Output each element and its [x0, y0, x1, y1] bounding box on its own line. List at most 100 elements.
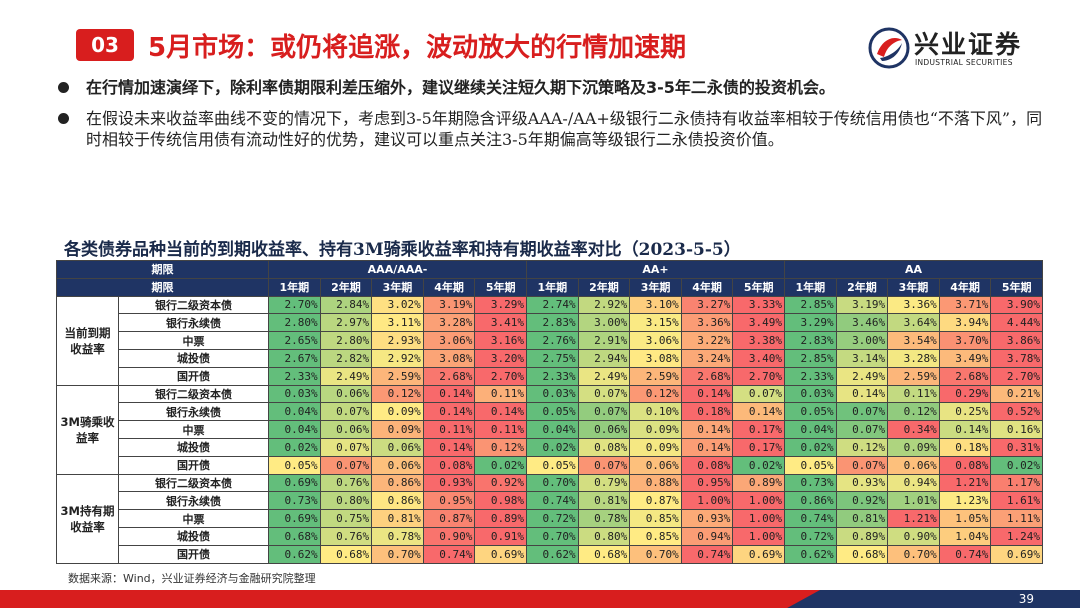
bond-type-label: 国开债 [118, 366, 269, 386]
table-title: 各类债券品种当前的到期收益率、持有3M骑乘收益率和持有期收益率对比（2023-5… [64, 240, 741, 260]
yield-cell: 0.08% [422, 455, 476, 475]
yield-cell: 2.85% [784, 295, 837, 315]
yield-cell: 2.80% [268, 313, 321, 333]
bullet-point: 在行情加速演绎下，除利率债期限利差压缩外，建议继续关注短久期下沉策略及3-5年二… [58, 77, 1056, 98]
yield-cell: 3.71% [938, 295, 992, 315]
yield-cell: 3.08% [422, 348, 476, 368]
yield-cell: 0.78% [371, 526, 424, 546]
yield-cell: 1.23% [938, 491, 992, 511]
yield-cell: 0.14% [680, 437, 734, 457]
yield-cell: 0.68% [835, 544, 889, 564]
table-header-cell: 期限 [56, 260, 269, 279]
yield-cell: 2.83% [784, 331, 837, 350]
yield-cell: 3.29% [474, 295, 528, 315]
yield-cell: 3.11% [371, 313, 424, 333]
bond-type-label: 银行永续债 [118, 313, 269, 333]
yield-cell: 0.68% [577, 544, 631, 564]
yield-cell: 3.49% [732, 313, 785, 333]
yield-cell: 1.05% [938, 509, 992, 528]
table-header-cell: 期限 [56, 277, 269, 297]
yield-cell: 0.12% [629, 384, 682, 404]
yield-cell: 0.98% [474, 491, 528, 511]
yield-cell: 1.24% [990, 526, 1043, 546]
yield-cell: 3.14% [835, 348, 889, 368]
yield-cell: 0.11% [887, 384, 940, 404]
table-row: 中票 2.65% 2.80% 2.93% 3.06% 3.16% 2.76% 2.91% 3.0… [57, 331, 1043, 350]
page-title: 5月市场：或仍将追涨，波动放大的行情加速期 [148, 33, 687, 63]
logo-name: 兴业证券 [914, 30, 1023, 59]
yield-cell: 0.02% [474, 455, 528, 475]
yield-cell: 2.49% [319, 366, 373, 386]
yield-cell: 3.54% [887, 331, 940, 350]
table-row: 银行永续债 0.04% 0.07% 0.09% 0.14% 0.14% 0.05% 0.07%… [57, 402, 1043, 422]
yield-cell: 0.09% [629, 437, 682, 457]
yield-cell: 3.70% [938, 331, 992, 350]
yield-cell: 1.01% [887, 491, 940, 511]
yield-cell: 0.93% [422, 473, 476, 493]
yield-cell: 0.75% [319, 509, 373, 528]
header-label-term: 期限 [151, 281, 174, 295]
yield-cell: 0.76% [319, 473, 373, 493]
yield-cell: 0.74% [422, 544, 476, 564]
bullet-icon [58, 113, 69, 124]
yield-cell: 0.07% [732, 384, 785, 404]
yield-cell: 0.92% [835, 491, 889, 511]
yield-cell: 2.83% [526, 313, 579, 333]
yield-cell: 1.00% [732, 491, 785, 511]
term-header: 5年期 [990, 277, 1043, 297]
yield-cell: 0.02% [990, 455, 1043, 475]
bond-type-label: 国开债 [118, 455, 269, 475]
yield-cell: 0.18% [938, 437, 992, 457]
yield-cell: 3.78% [990, 348, 1043, 368]
yield-cell: 2.93% [371, 331, 424, 350]
yield-cell: 0.81% [371, 509, 424, 528]
bond-type-label: 国开债 [118, 544, 269, 564]
yield-cell: 0.07% [319, 437, 373, 457]
yield-cell: 0.09% [371, 402, 424, 422]
yield-cell: 0.72% [526, 509, 579, 528]
yield-cell: 0.69% [474, 544, 528, 564]
term-header: 5年期 [732, 277, 785, 297]
yield-cell: 0.89% [732, 473, 785, 493]
yield-cell: 3.33% [732, 295, 785, 315]
bond-type-label: 银行二级资本债 [118, 384, 269, 404]
data-source-note: 数据来源：Wind，兴业证券经济与金融研究院整理 [68, 572, 316, 585]
yield-cell: 0.06% [629, 455, 682, 475]
yield-cell: 1.00% [680, 491, 734, 511]
yield-cell: 2.68% [680, 366, 734, 386]
yield-cell: 1.04% [938, 526, 992, 546]
table-row: 国开债 0.05% 0.07% 0.06% 0.08% 0.02% 0.05% 0.07% 0.… [57, 455, 1043, 475]
yield-cell: 3.00% [577, 313, 631, 333]
yield-cell: 0.09% [629, 420, 682, 439]
yield-cell: 0.14% [422, 402, 476, 422]
yield-cell: 1.00% [732, 526, 785, 546]
yield-cell: 2.68% [938, 366, 992, 386]
yield-cell: 0.18% [680, 402, 734, 422]
yield-cell: 1.11% [990, 509, 1043, 528]
yield-cell: 0.07% [835, 455, 889, 475]
bullet-text: 在假设未来收益率曲线不变的情况下，考虑到3-5年期隐含评级AAA-/AA+级银行… [86, 109, 1043, 149]
bond-type-label: 银行永续债 [118, 402, 269, 422]
yield-cell: 0.80% [319, 491, 373, 511]
bond-type-label: 城投债 [118, 526, 269, 546]
yield-cell: 3.64% [887, 313, 940, 333]
yield-cell: 3.28% [887, 348, 940, 368]
yield-cell: 2.82% [319, 348, 373, 368]
yield-cell: 3.20% [474, 348, 528, 368]
yield-cell: 0.14% [732, 402, 785, 422]
yield-cell: 0.34% [887, 420, 940, 439]
yield-cell: 0.04% [268, 402, 321, 422]
yield-cell: 0.70% [526, 526, 579, 546]
yield-cell: 0.86% [371, 491, 424, 511]
yield-cell: 0.05% [784, 455, 837, 475]
yield-cell: 2.49% [577, 366, 631, 386]
bond-type-label: 中票 [118, 420, 269, 439]
yield-cell: 0.29% [938, 384, 992, 404]
yield-cell: 0.76% [319, 526, 373, 546]
yield-cell: 0.68% [319, 544, 373, 564]
company-logo: 兴业证券 INDUSTRIAL SECURITIES [868, 24, 1068, 72]
yield-cell: 2.67% [268, 348, 321, 368]
yield-cell: 3.38% [732, 331, 785, 350]
yield-cell: 2.59% [629, 366, 682, 386]
yield-cell: 0.74% [938, 544, 992, 564]
